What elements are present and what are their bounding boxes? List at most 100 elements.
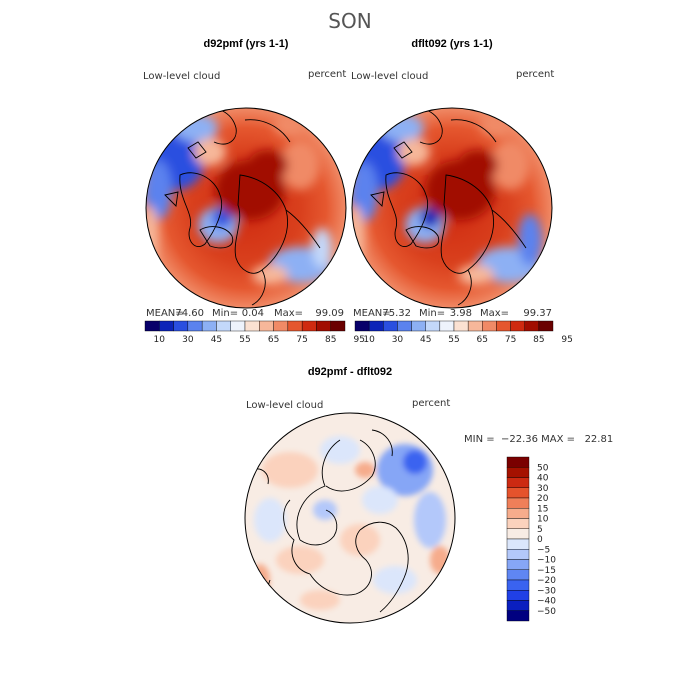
max-value: 99.37 [523,308,552,319]
colorbar-swatch [524,320,540,332]
colorbar-swatch [354,320,370,332]
colorbar-swatch [506,487,530,499]
colorbar-tick-label: 55 [448,335,459,345]
colorbar-swatch [453,320,469,332]
colorbar-tick-label: 10 [363,335,375,345]
colorbar-tick-label: 50 [537,463,549,473]
colorbar-swatch [538,320,554,332]
mean-value: 75.32 [382,308,411,319]
colorbar-tick-label: 15 [537,504,548,514]
colorbar-tick-label: 55 [239,335,250,345]
colorbar-tick-label: 75 [296,335,307,345]
panel-title: d92pmf (yrs 1-1) [204,38,289,50]
colorbar-tick-label: 30 [392,335,404,345]
mean-value: 74.60 [175,308,204,319]
colorbar-swatch [506,590,530,601]
colorbar-swatch [201,320,217,332]
units-label: percent [308,69,346,80]
colorbar-tick-label: 45 [420,335,431,345]
colorbar-tick-label: 75 [505,335,516,345]
colorbar-swatch [506,579,530,591]
colorbar-swatch [287,320,303,332]
variable-label: Low-level cloud [143,71,220,82]
colorbar-tick-label: −50 [537,607,556,617]
max-label: Max= [274,308,303,319]
mean-label: MEAN= [146,308,184,319]
panel-difference: d92pmf - dflt092 Low-level cloud percent… [244,366,613,624]
colorbar-swatch [411,320,426,332]
min-label: Min= [419,308,445,319]
map-outline [145,107,347,309]
colorbar-tick-label: −30 [537,586,556,596]
panel-title: d92pmf - dflt092 [308,366,392,378]
colorbar-swatch [273,320,289,332]
colorbar-tick-label: −10 [537,556,556,566]
panel-dflt092: dflt092 (yrs 1-1) Low-level cloud percen… [351,38,573,345]
colorbar-tick-label: −40 [537,597,556,607]
colorbar-tick-label: 20 [537,494,549,504]
map-outline [244,412,456,624]
colorbar-swatch [482,320,497,332]
colorbar-swatch [230,320,246,332]
colorbar-swatch [506,569,530,581]
polar-map [352,108,552,308]
colorbar-tick-label: 0 [537,535,543,545]
colorbar-swatch [506,549,530,560]
colorbar-swatch [510,320,525,332]
colorbar-tick-label: 85 [325,335,336,345]
colorbar-swatch [506,528,530,540]
colorbar-swatch [159,320,174,332]
panel-d92pmf: d92pmf (yrs 1-1) Low-level cloud percent [143,38,365,345]
map-outline [351,107,553,309]
colorbar-swatch [330,320,346,332]
colorbar-swatch [506,456,530,468]
colorbar-tick-label: 85 [533,335,544,345]
min-value: 0.04 [242,308,264,319]
colorbar-tick-label: 10 [154,335,166,345]
colorbar-swatch [301,320,317,332]
colorbar-swatch [187,320,203,332]
variable-label: Low-level cloud [246,400,323,411]
colorbar-swatch [144,320,160,332]
colorbar-tick-label: 95 [354,335,365,345]
coastline [370,108,527,306]
colorbar-swatch [506,518,530,529]
colorbar-tick-label: 65 [268,335,279,345]
colorbar-swatch [506,467,530,478]
colorbar-tick-label: −5 [537,545,550,555]
stats-line: MEAN= 75.32 Min= 3.98 Max= 99.37 [353,308,552,319]
colorbar-swatch [244,320,260,332]
figure-title: SON [328,9,371,33]
colorbar-swatch [425,320,441,332]
colorbar-tick-label: 5 [537,525,543,535]
polar-map [245,413,455,623]
range-text: MIN = −22.36 MAX = 22.81 [464,434,613,445]
colorbar-absolute-1: 10 30 45 55 65 75 85 95 [144,320,365,345]
stats-line: MEAN= 74.60 Min= 0.04 Max= 99.09 [146,308,344,319]
colorbar-tick-label: 10 [537,515,549,525]
mean-label: MEAN= [353,308,391,319]
colorbar-tick-label: 30 [182,335,194,345]
min-value: 3.98 [450,308,472,319]
colorbar-swatch [506,559,530,570]
colorbar-tick-label: −20 [537,576,556,586]
colorbar-tick-label: 40 [537,474,549,484]
colorbar-swatch [506,477,530,488]
colorbar-swatch [216,320,231,332]
colorbar-swatch [496,320,511,332]
max-value: 99.09 [315,308,344,319]
max-label: Max= [480,308,509,319]
colorbar-tick-label: 30 [537,484,549,494]
coastline [164,108,321,306]
colorbar-tick-label: −15 [537,566,556,576]
units-label: percent [412,398,450,409]
colorbar-swatch [467,320,483,332]
colorbar-swatch [506,610,530,622]
colorbar-swatch [506,538,530,550]
colorbar-swatch [397,320,412,332]
panel-title: dflt092 (yrs 1-1) [411,38,493,50]
colorbar-swatch [368,320,384,332]
colorbar-swatch [259,320,274,332]
